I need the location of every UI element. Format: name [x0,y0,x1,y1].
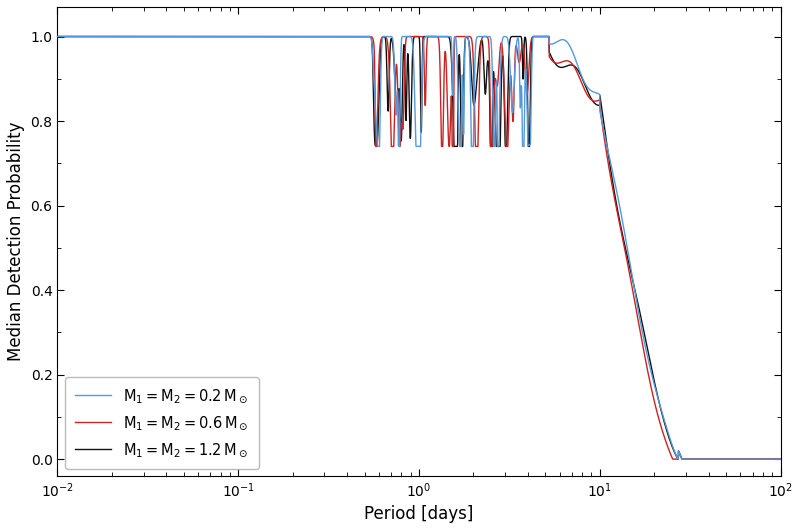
Legend: $\mathrm{M}_1 = \mathrm{M}_2 = 0.2\,\mathrm{M}_\odot$, $\mathrm{M}_1 = \mathrm{M: $\mathrm{M}_1 = \mathrm{M}_2 = 0.2\,\mat… [65,377,258,469]
$\mathrm{M}_1 = \mathrm{M}_2 = 0.6\,\mathrm{M}_\odot$ [762,456,771,462]
X-axis label: Period [days]: Period [days] [364,505,474,523]
$\mathrm{M}_1 = \mathrm{M}_2 = 0.6\,\mathrm{M}_\odot$ [330,33,339,40]
$\mathrm{M}_1 = \mathrm{M}_2 = 0.2\,\mathrm{M}_\odot$ [135,33,145,40]
$\mathrm{M}_1 = \mathrm{M}_2 = 1.2\,\mathrm{M}_\odot$ [135,33,145,40]
$\mathrm{M}_1 = \mathrm{M}_2 = 0.6\,\mathrm{M}_\odot$ [684,456,694,462]
$\mathrm{M}_1 = \mathrm{M}_2 = 0.2\,\mathrm{M}_\odot$ [362,33,371,40]
$\mathrm{M}_1 = \mathrm{M}_2 = 0.2\,\mathrm{M}_\odot$ [776,456,786,462]
$\mathrm{M}_1 = \mathrm{M}_2 = 1.2\,\mathrm{M}_\odot$ [684,456,694,462]
$\mathrm{M}_1 = \mathrm{M}_2 = 1.2\,\mathrm{M}_\odot$ [762,456,771,462]
$\mathrm{M}_1 = \mathrm{M}_2 = 0.6\,\mathrm{M}_\odot$ [53,33,62,40]
$\mathrm{M}_1 = \mathrm{M}_2 = 1.2\,\mathrm{M}_\odot$ [330,33,339,40]
Y-axis label: Median Detection Probability: Median Detection Probability [7,122,25,361]
$\mathrm{M}_1 = \mathrm{M}_2 = 0.6\,\mathrm{M}_\odot$ [776,456,786,462]
$\mathrm{M}_1 = \mathrm{M}_2 = 0.6\,\mathrm{M}_\odot$ [135,33,145,40]
$\mathrm{M}_1 = \mathrm{M}_2 = 0.6\,\mathrm{M}_\odot$ [668,456,678,462]
$\mathrm{M}_1 = \mathrm{M}_2 = 1.2\,\mathrm{M}_\odot$ [178,33,187,40]
$\mathrm{M}_1 = \mathrm{M}_2 = 0.2\,\mathrm{M}_\odot$ [684,456,694,462]
$\mathrm{M}_1 = \mathrm{M}_2 = 1.2\,\mathrm{M}_\odot$ [362,33,371,40]
$\mathrm{M}_1 = \mathrm{M}_2 = 1.2\,\mathrm{M}_\odot$ [678,456,687,462]
$\mathrm{M}_1 = \mathrm{M}_2 = 1.2\,\mathrm{M}_\odot$ [776,456,786,462]
$\mathrm{M}_1 = \mathrm{M}_2 = 0.2\,\mathrm{M}_\odot$ [330,33,339,40]
$\mathrm{M}_1 = \mathrm{M}_2 = 0.2\,\mathrm{M}_\odot$ [53,33,62,40]
$\mathrm{M}_1 = \mathrm{M}_2 = 0.2\,\mathrm{M}_\odot$ [678,456,687,462]
$\mathrm{M}_1 = \mathrm{M}_2 = 0.6\,\mathrm{M}_\odot$ [178,33,187,40]
$\mathrm{M}_1 = \mathrm{M}_2 = 1.2\,\mathrm{M}_\odot$ [53,33,62,40]
$\mathrm{M}_1 = \mathrm{M}_2 = 0.6\,\mathrm{M}_\odot$ [362,33,371,40]
Line: $\mathrm{M}_1 = \mathrm{M}_2 = 0.2\,\mathrm{M}_\odot$: $\mathrm{M}_1 = \mathrm{M}_2 = 0.2\,\mat… [58,37,781,459]
$\mathrm{M}_1 = \mathrm{M}_2 = 0.2\,\mathrm{M}_\odot$ [178,33,187,40]
Line: $\mathrm{M}_1 = \mathrm{M}_2 = 1.2\,\mathrm{M}_\odot$: $\mathrm{M}_1 = \mathrm{M}_2 = 1.2\,\mat… [58,37,781,459]
$\mathrm{M}_1 = \mathrm{M}_2 = 0.2\,\mathrm{M}_\odot$ [762,456,771,462]
Line: $\mathrm{M}_1 = \mathrm{M}_2 = 0.6\,\mathrm{M}_\odot$: $\mathrm{M}_1 = \mathrm{M}_2 = 0.6\,\mat… [58,37,781,459]
